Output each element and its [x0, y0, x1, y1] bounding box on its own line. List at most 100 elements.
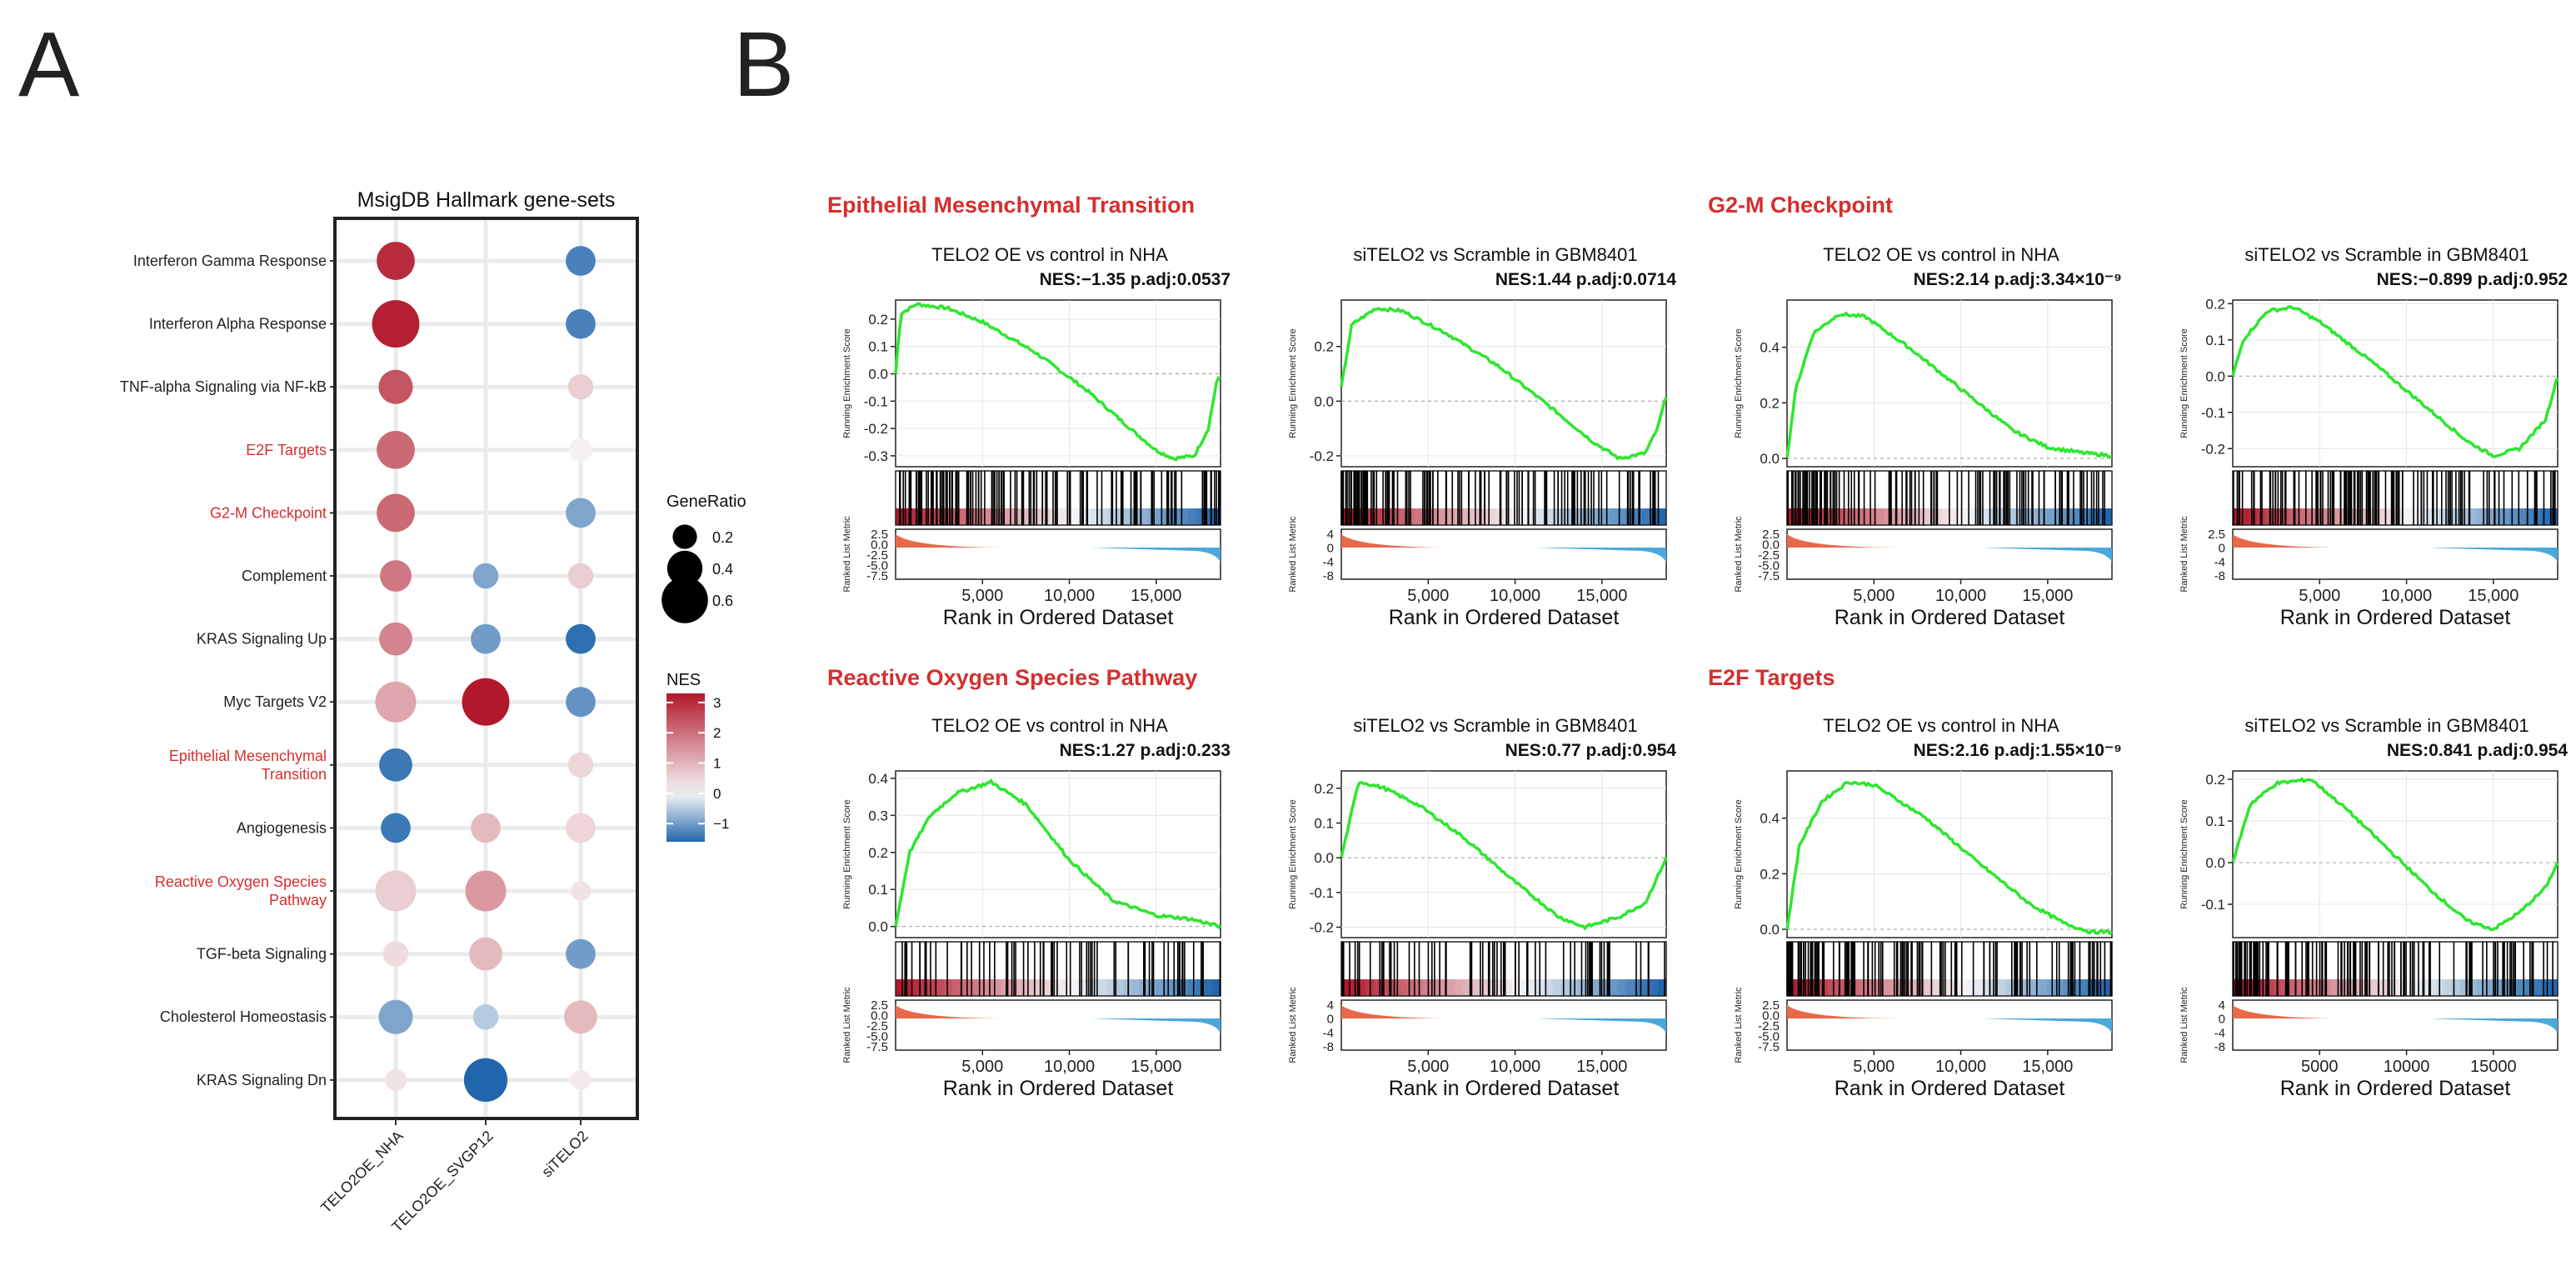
rank-color-band [1123, 979, 1132, 996]
rank-color-band [2265, 979, 2274, 996]
es-y-label: Running Enrichment Score [842, 799, 852, 908]
es-curve [1785, 311, 2113, 458]
gsea-panel: TELO2 OE vs control in NHA NES:2.16 p.adj… [1734, 715, 2122, 1100]
rank-color-band [920, 979, 929, 996]
row-label: Interferon Alpha Response [149, 316, 327, 333]
rank-color-band [2395, 979, 2404, 996]
es-y-tick-label: 0.2 [868, 845, 888, 861]
es-curve [894, 778, 1222, 929]
dot [377, 493, 415, 533]
gsea-comparison: TELO2 OE vs control in NHA [1823, 715, 2059, 736]
rank-color-band [1552, 508, 1561, 525]
rank-color-band [1495, 979, 1505, 996]
rank-color-band [2338, 979, 2347, 996]
gsea-comparison: siTELO2 vs Scramble in GBM8401 [1353, 244, 1637, 265]
gsea-stats: NES:−0.899 p.adj:0.952 [2377, 270, 2568, 289]
rank-color-band [1471, 979, 1480, 996]
metric-y-tick-label: 0 [1327, 542, 1334, 556]
gsea-stats: NES:0.841 p.adj:0.954 [2387, 741, 2568, 760]
metric-y-tick-label: 2.5 [1762, 528, 1780, 542]
rank-color-band [1374, 979, 1383, 996]
metric-negative-area [1982, 1018, 2112, 1033]
rank-color-band [1658, 979, 1667, 996]
es-y-tick-label: 0.1 [868, 882, 888, 898]
metric-positive-area [1787, 534, 1901, 548]
rank-color-band [1001, 508, 1010, 525]
rank-color-band [1820, 508, 1829, 525]
rank-color-band [2240, 508, 2249, 525]
rank-color-band [2468, 979, 2477, 996]
metric-y-tick-label: 0.0 [871, 538, 888, 553]
x-tick-label: 10,000 [1935, 1058, 1986, 1076]
dot [378, 999, 413, 1034]
rank-color-band [1041, 979, 1051, 996]
gsea-group-title: E2F Targets [1708, 665, 1835, 690]
dot [378, 369, 413, 404]
rank-color-band [2305, 508, 2314, 525]
rank-color-band [1439, 979, 1448, 996]
rank-color-band [1941, 508, 1950, 525]
rank-color-band [961, 508, 970, 525]
es-y-tick-label: 0.3 [868, 808, 888, 823]
rank-color-band [2330, 979, 2339, 996]
dot [377, 242, 415, 280]
rank-color-band [1909, 508, 1918, 525]
rank-color-band [2525, 508, 2534, 525]
rank-color-band [2039, 979, 2048, 996]
metric-y-tick-label: -4 [2214, 555, 2225, 569]
es-y-tick-label: 0.2 [1314, 781, 1334, 797]
metric-positive-area [896, 534, 1010, 548]
dot [566, 813, 596, 843]
x-tick-label: 5,000 [2299, 587, 2340, 605]
metric-y-label: Ranked List Metric [2179, 987, 2189, 1063]
rank-color-band [2476, 508, 2485, 525]
rank-color-band [2022, 508, 2031, 525]
metric-y-label: Ranked List Metric [1288, 516, 1298, 593]
rank-color-band [2500, 508, 2509, 525]
rank-color-band [2460, 979, 2469, 996]
gsea-comparison: TELO2 OE vs control in NHA [931, 244, 1168, 265]
rank-color-band [2063, 979, 2072, 996]
rank-color-band [1115, 979, 1124, 996]
rank-color-band [2476, 979, 2485, 996]
rank-color-band [1098, 979, 1107, 996]
size-legend-label: 0.4 [712, 561, 733, 578]
rank-color-band [1414, 508, 1423, 525]
es-y-tick-label: 0.1 [2205, 333, 2225, 348]
rank-color-band [1528, 508, 1537, 525]
es-frame [2232, 770, 2559, 938]
rank-color-band [896, 979, 905, 996]
x-tick-label: 5000 [2301, 1058, 2339, 1076]
rank-color-band [1033, 508, 1042, 525]
dot [471, 813, 501, 843]
gsea-group-title: Reactive Oxygen Species Pathway [827, 665, 1197, 690]
metric-positive-area [896, 1005, 1010, 1018]
rank-color-band [1188, 508, 1197, 525]
dotplot-title: MsigDB Hallmark gene-sets [357, 188, 616, 212]
gsea-comparison: siTELO2 vs Scramble in GBM8401 [1353, 715, 1637, 736]
rank-color-band [1520, 979, 1529, 996]
rank-color-band [1446, 979, 1455, 996]
dot [372, 300, 420, 348]
rank-color-band [1357, 979, 1366, 996]
metric-y-tick-label: -7.5 [1758, 569, 1780, 583]
metric-frame [895, 999, 1221, 1051]
gsea-stats: NES:1.27 p.adj:0.233 [1060, 741, 1231, 760]
rank-color-band [2428, 979, 2437, 996]
rank-color-band [1204, 979, 1213, 996]
rank-color-band [1131, 979, 1140, 996]
metric-y-tick-label: 0.0 [871, 1009, 888, 1023]
dot [566, 246, 596, 276]
metric-y-tick-label: -2.5 [1758, 1019, 1780, 1033]
es-y-tick-label: 0.4 [1760, 811, 1780, 827]
dot [566, 623, 596, 654]
es-y-tick-label: 0.0 [1314, 850, 1334, 866]
es-y-tick-label: -0.1 [864, 393, 888, 409]
rank-color-band [1196, 979, 1205, 996]
rank-color-band [1406, 979, 1415, 996]
es-frame [895, 770, 1221, 938]
size-legend-label: 0.2 [712, 529, 733, 546]
rank-color-band [2338, 508, 2347, 525]
rank-color-band [952, 979, 961, 996]
rank-color-band [1381, 979, 1390, 996]
